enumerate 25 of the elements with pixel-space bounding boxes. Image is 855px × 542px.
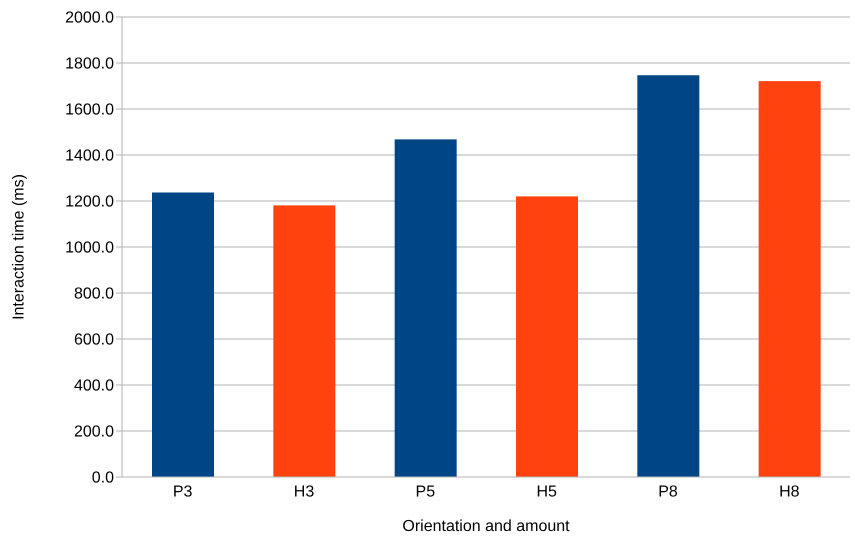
y-tick-label: 1800.0: [65, 56, 114, 73]
x-tick-label: P3: [172, 483, 193, 500]
x-tick-label: H5: [536, 483, 557, 500]
x-tick-label: H3: [294, 483, 314, 500]
bar: [637, 75, 700, 477]
y-tick-label: 600.0: [74, 332, 114, 349]
y-tick-label: 1400.0: [65, 148, 114, 165]
y-tick-label: 1200.0: [65, 194, 114, 211]
y-tick-label: 400.0: [74, 378, 114, 395]
bar: [758, 81, 821, 477]
bar: [394, 139, 457, 477]
bar: [273, 205, 336, 477]
x-axis-title: Orientation and amount: [402, 518, 570, 535]
y-tick-label: 1000.0: [65, 240, 114, 257]
bar: [516, 196, 578, 477]
y-tick-label: 200.0: [74, 424, 114, 441]
bar: [152, 192, 214, 477]
y-tick-label: 1600.0: [65, 102, 114, 119]
x-tick-label: P8: [658, 483, 678, 500]
y-tick-label: 0.0: [92, 470, 114, 487]
x-tick-label: P5: [416, 483, 436, 500]
y-axis-title: Interaction time (ms): [10, 174, 28, 320]
y-tick-label: 800.0: [74, 286, 114, 303]
y-tick-label: 2000.0: [65, 10, 114, 27]
x-tick-label: H8: [779, 483, 800, 500]
